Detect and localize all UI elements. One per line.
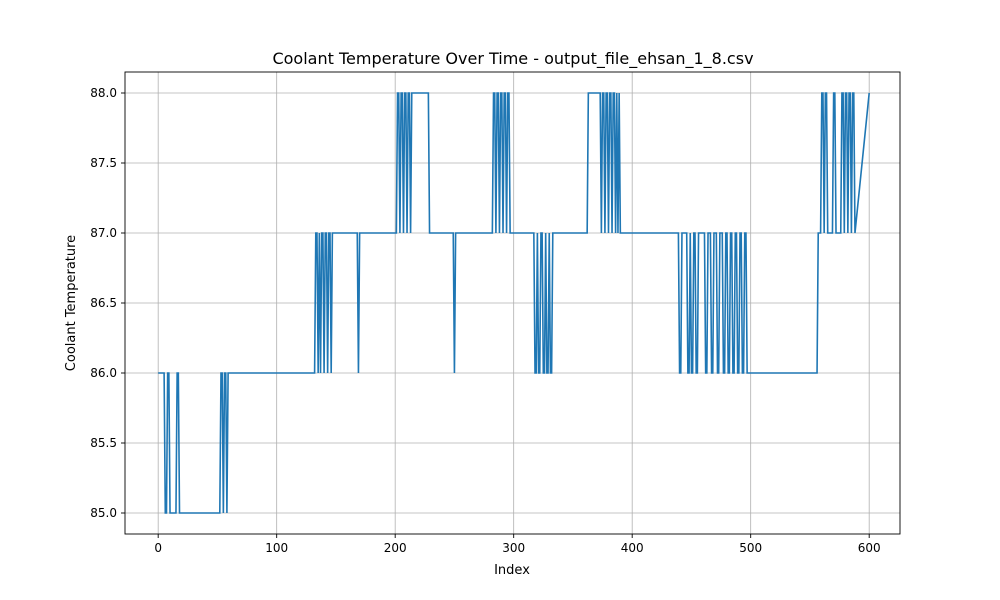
series-line-coolant-temperature: [158, 92, 870, 514]
y-tick-label: 87.5: [90, 156, 117, 170]
y-tick-label: 88.0: [90, 86, 117, 100]
grid-lines: [125, 72, 900, 534]
y-tick-label: 86.5: [90, 296, 117, 310]
chart-title: Coolant Temperature Over Time - output_f…: [272, 49, 753, 69]
series-group: [158, 92, 870, 514]
x-tick-label: 400: [621, 541, 644, 555]
y-tick-label: 87.0: [90, 226, 117, 240]
x-tick-label: 100: [265, 541, 288, 555]
x-tick-label: 600: [858, 541, 881, 555]
x-tick-label: 0: [154, 541, 162, 555]
x-tick-label: 500: [739, 541, 762, 555]
y-axis-ticks: 85.0 85.5 86.0 86.5 87.0 87.5 88.0: [90, 86, 125, 520]
y-tick-label: 86.0: [90, 366, 117, 380]
y-tick-label: 85.5: [90, 436, 117, 450]
x-axis-ticks: 0 100 200 300 400 500 600: [154, 534, 881, 555]
y-tick-label: 85.0: [90, 506, 117, 520]
x-axis-label: Index: [494, 563, 530, 578]
y-axis-label: Coolant Temperature: [64, 235, 79, 371]
x-tick-label: 300: [502, 541, 525, 555]
x-tick-label: 200: [384, 541, 407, 555]
